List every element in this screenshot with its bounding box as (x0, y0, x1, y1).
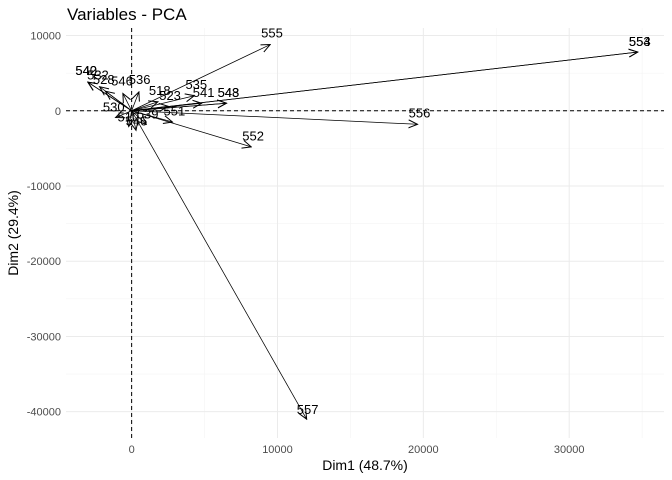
variable-arrow-557 (131, 110, 307, 419)
variable-label-546: 546 (126, 113, 148, 128)
variable-arrows (88, 45, 638, 420)
variable-label-542: 542 (75, 63, 97, 78)
variable-label-557: 557 (297, 402, 319, 417)
variable-arrow-548 (131, 103, 227, 112)
x-tick-label: 10000 (262, 444, 293, 456)
variable-label-543: 543 (218, 85, 240, 100)
variable-arrow-528 (105, 91, 132, 112)
variable-arrow-552 (131, 110, 252, 147)
variable-label-540: 540 (75, 63, 97, 78)
variable-arrow-518 (131, 102, 158, 112)
x-axis-title: Dim1 (48.7%) (322, 457, 408, 473)
variable-arrow-551 (131, 110, 173, 122)
variable-label-532: 532 (87, 67, 109, 82)
y-tick-label: -10000 (27, 181, 61, 193)
variable-label-546: 546 (111, 74, 133, 89)
y-tick-label: -30000 (27, 331, 61, 343)
y-tick-label: -20000 (27, 256, 61, 268)
chart-title: Variables - PCA (67, 5, 187, 24)
y-tick-label: 0 (55, 106, 61, 118)
x-axis-ticks: 0 10000 20000 30000 (129, 444, 585, 456)
y-tick-label: 10000 (30, 31, 61, 43)
variable-arrow-536 (131, 92, 139, 111)
variable-arrow-539 (131, 110, 147, 125)
variable-label-510: 510 (118, 110, 140, 125)
variable-label-535: 535 (185, 77, 207, 92)
y-axis-title: Dim2 (29.4%) (5, 190, 21, 276)
variable-arrow-556 (131, 110, 418, 125)
variable-label-552: 552 (242, 128, 264, 143)
grid (66, 28, 664, 438)
y-tick-label: -40000 (27, 407, 61, 419)
x-tick-label: 30000 (554, 444, 585, 456)
variable-arrow-546 (132, 110, 136, 131)
variable-label-528: 528 (93, 72, 115, 87)
variable-arrow-523 (131, 106, 168, 111)
variable-arrow-555 (131, 45, 271, 112)
variable-arrow-554 (131, 52, 638, 112)
variable-label-551: 551 (164, 104, 186, 119)
variable-label-539: 539 (137, 107, 159, 122)
x-tick-label: 20000 (408, 444, 439, 456)
y-axis-ticks: 10000 0 -10000 -20000 -30000 -40000 (27, 31, 61, 419)
variable-arrow-546 (123, 93, 132, 111)
variable-label-555: 555 (261, 26, 283, 41)
variable-label-554: 554 (629, 34, 651, 49)
variable-label-541: 541 (193, 85, 215, 100)
variable-label-523: 523 (159, 88, 181, 103)
variable-arrow-530 (116, 111, 132, 118)
variable-label-530: 530 (103, 99, 125, 114)
variable-label-553: 553 (629, 34, 651, 49)
variable-label-548: 548 (218, 85, 240, 100)
variable-label-536: 536 (129, 72, 151, 87)
variable-arrow-510 (129, 110, 132, 127)
variable-label-556: 556 (409, 105, 431, 120)
x-tick-label: 0 (129, 444, 135, 456)
variable-label-518: 518 (149, 83, 171, 98)
